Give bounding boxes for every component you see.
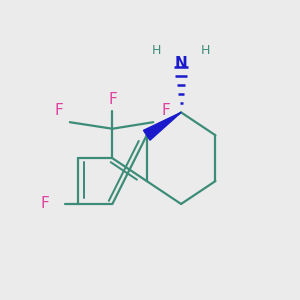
Text: N: N xyxy=(175,56,188,71)
Text: H: H xyxy=(152,44,161,57)
Text: F: F xyxy=(41,196,50,211)
Text: F: F xyxy=(108,92,117,107)
Text: F: F xyxy=(162,103,171,118)
Polygon shape xyxy=(143,112,181,140)
Text: F: F xyxy=(54,103,63,118)
Text: H: H xyxy=(201,44,210,57)
